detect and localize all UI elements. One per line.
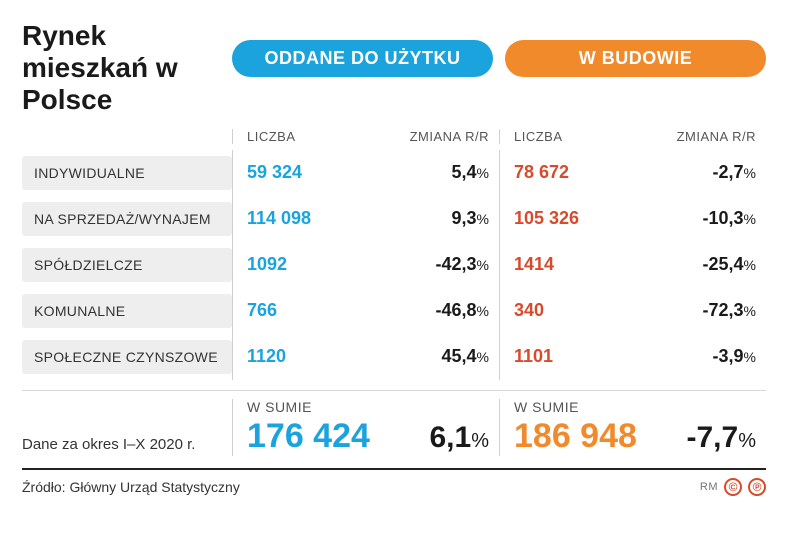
summary-completed-total: 176 424 [247,417,429,456]
pill-construction: W BUDOWIE [505,40,766,77]
header-change: ZMIANA R/R [368,129,499,144]
construction-change: -72,3% [635,300,766,321]
source-text: Źródło: Główny Urząd Statystyczny [22,479,240,495]
summary-construction-change: -7,7% [687,421,767,455]
summary-row: Dane za okres I–X 2020 r. W SUMIE 176 42… [22,399,766,468]
summary-label: W SUMIE [514,399,766,415]
group-completed: 1092-42,3% [232,242,499,288]
infographic-container: Rynek mieszkań w Polsce ODDANE DO UŻYTKU… [0,0,788,512]
top-row: Rynek mieszkań w Polsce ODDANE DO UŻYTKU… [22,20,766,117]
category-label: KOMUNALNE [22,294,232,328]
construction-count: 1414 [514,254,635,275]
pill-completed: ODDANE DO UŻYTKU [232,40,493,77]
construction-count: 78 672 [514,162,635,183]
summary-construction-total: 186 948 [514,417,687,456]
rm-label: RM [700,481,718,493]
group-completed: 766-46,8% [232,288,499,334]
divider-light [22,390,766,391]
completed-count: 59 324 [247,162,368,183]
summary-completed: W SUMIE 176 424 6,1% [232,399,499,456]
construction-change: -25,4% [635,254,766,275]
header-count: LICZBA [247,129,368,144]
construction-change: -10,3% [635,208,766,229]
header-group-completed: LICZBA ZMIANA R/R [232,129,499,144]
group-completed: 112045,4% [232,334,499,380]
group-construction: 78 672-2,7% [499,150,766,196]
summary-construction: W SUMIE 186 948 -7,7% [499,399,766,456]
divider-heavy [22,468,766,470]
copyright-icon: © [724,478,742,496]
category-label: INDYWIDUALNE [22,156,232,190]
group-completed: 114 0989,3% [232,196,499,242]
table-row: NA SPRZEDAŻ/WYNAJEM114 0989,3%105 326-10… [22,196,766,242]
column-headers-row: LICZBA ZMIANA R/R LICZBA ZMIANA R/R [22,129,766,144]
completed-change: 9,3% [368,208,499,229]
completed-change: -46,8% [368,300,499,321]
completed-change: -42,3% [368,254,499,275]
completed-count: 766 [247,300,368,321]
completed-count: 1092 [247,254,368,275]
header-count: LICZBA [514,129,635,144]
category-label: NA SPRZEDAŻ/WYNAJEM [22,202,232,236]
completed-change: 45,4% [368,346,499,367]
group-construction: 340-72,3% [499,288,766,334]
group-construction: 1414-25,4% [499,242,766,288]
period-note: Dane za okres I–X 2020 r. [22,435,232,455]
table-row: SPOŁECZNE CZYNSZOWE112045,4%1101-3,9% [22,334,766,380]
footer: Źródło: Główny Urząd Statystyczny RM © ℗ [22,478,766,502]
completed-change: 5,4% [368,162,499,183]
pill-group: ODDANE DO UŻYTKU W BUDOWIE [232,20,766,77]
header-group-construction: LICZBA ZMIANA R/R [499,129,766,144]
category-label: SPOŁECZNE CZYNSZOWE [22,340,232,374]
group-construction: 1101-3,9% [499,334,766,380]
page-title: Rynek mieszkań w Polsce [22,20,232,117]
table-row: SPÓŁDZIELCZE1092-42,3%1414-25,4% [22,242,766,288]
construction-count: 1101 [514,346,635,367]
phonogram-icon: ℗ [748,478,766,496]
header-change: ZMIANA R/R [635,129,766,144]
construction-change: -2,7% [635,162,766,183]
summary-completed-change: 6,1% [429,421,499,455]
table-row: KOMUNALNE766-46,8%340-72,3% [22,288,766,334]
summary-label: W SUMIE [247,399,499,415]
construction-count: 105 326 [514,208,635,229]
group-construction: 105 326-10,3% [499,196,766,242]
completed-count: 114 098 [247,208,368,229]
group-completed: 59 3245,4% [232,150,499,196]
data-rows: INDYWIDUALNE59 3245,4%78 672-2,7%NA SPRZ… [22,150,766,380]
construction-count: 340 [514,300,635,321]
table-row: INDYWIDUALNE59 3245,4%78 672-2,7% [22,150,766,196]
construction-change: -3,9% [635,346,766,367]
completed-count: 1120 [247,346,368,367]
footer-badges: RM © ℗ [700,478,766,496]
category-label: SPÓŁDZIELCZE [22,248,232,282]
